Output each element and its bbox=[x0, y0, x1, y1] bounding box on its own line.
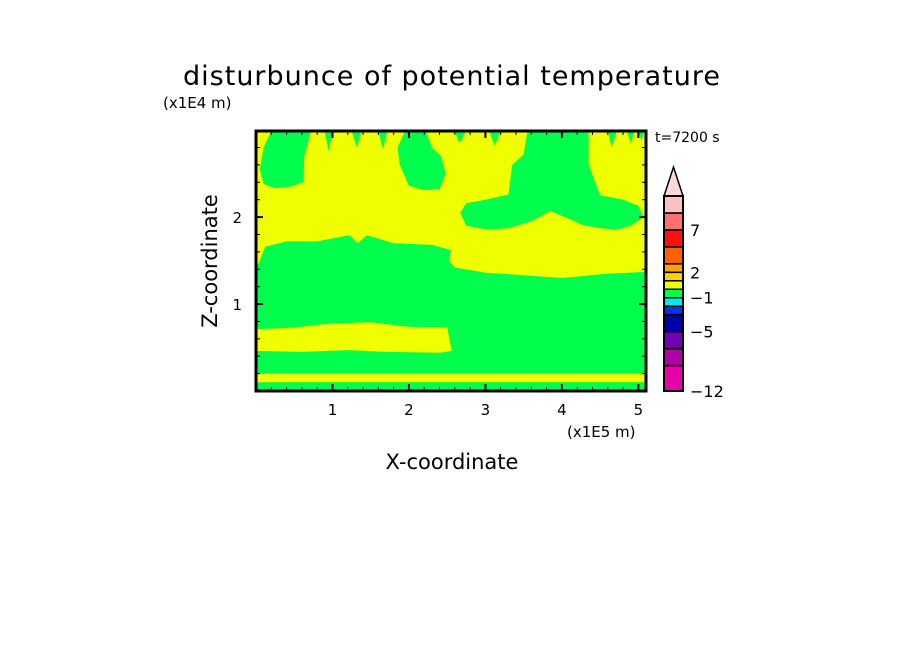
colorbar-tick-label: 2 bbox=[690, 263, 700, 282]
colorbar-segment bbox=[663, 246, 684, 265]
contour-region-bottom-green bbox=[256, 382, 646, 391]
contour-region-finger-8 bbox=[638, 131, 645, 141]
colorbar-segment bbox=[663, 347, 684, 367]
x-unit-label: (x1E5 m) bbox=[567, 423, 636, 441]
colorbar-segment bbox=[663, 296, 684, 307]
colorbar-extend-arrow bbox=[662, 164, 685, 197]
colorbar-segment bbox=[663, 229, 684, 248]
x-axis-label: X-coordinate bbox=[386, 450, 519, 474]
plot-area: 1 2 3 4 5 1 2 bbox=[232, 129, 648, 419]
contour-region-upper-right-green bbox=[460, 131, 644, 231]
y-unit-label: (x1E4 m) bbox=[163, 94, 232, 112]
x-tick-label: 4 bbox=[557, 401, 567, 419]
colorbar-segment bbox=[663, 364, 684, 392]
contour-region-finger-3 bbox=[378, 131, 388, 150]
contour-region-top-left-green bbox=[259, 131, 312, 189]
colorbar-segment bbox=[663, 212, 684, 231]
annotation-time: t=7200 s bbox=[655, 130, 720, 146]
colorbar: −12−5−127 bbox=[662, 164, 724, 401]
x-tick-label: 3 bbox=[481, 401, 491, 419]
contour-region-yellow-band-lower-left bbox=[256, 322, 452, 353]
y-axis-label: Z-coordinate bbox=[198, 194, 222, 328]
x-tick-label: 2 bbox=[404, 401, 414, 419]
colorbar-segment bbox=[663, 313, 684, 333]
colorbar-tick-label: −1 bbox=[690, 289, 714, 308]
contour-region-finger-5 bbox=[489, 131, 501, 146]
colorbar-segment bbox=[663, 305, 684, 316]
contour-region-finger-6 bbox=[607, 131, 617, 148]
colorbar-tick-label: −5 bbox=[690, 323, 714, 342]
colorbar-tick-label: −12 bbox=[690, 382, 724, 401]
contour-region-finger-1 bbox=[324, 131, 333, 152]
x-tick-label: 1 bbox=[328, 401, 338, 419]
chart-title: disturbunce of potential temperature bbox=[183, 61, 721, 92]
colorbar-segment bbox=[663, 330, 684, 350]
colorbar-segment bbox=[663, 280, 684, 291]
contour-region-finger-2 bbox=[351, 131, 362, 148]
colorbar-segment bbox=[663, 263, 684, 274]
colorbar-segment bbox=[663, 195, 684, 214]
y-tick-label: 2 bbox=[232, 209, 242, 227]
colorbar-segment bbox=[663, 288, 684, 299]
contour-region-finger-4 bbox=[454, 131, 467, 144]
colorbar-tick-label: 7 bbox=[690, 221, 700, 240]
contour-region-finger-7 bbox=[626, 131, 635, 144]
x-tick-label: 5 bbox=[634, 401, 644, 419]
y-tick-label: 1 bbox=[232, 296, 242, 314]
plot-frame bbox=[254, 129, 648, 393]
colorbar-segment bbox=[663, 271, 684, 282]
contour-region-top-middle-green bbox=[397, 131, 446, 191]
colorbar-frame bbox=[663, 195, 684, 392]
contour-region-bottom-yellow bbox=[256, 373, 646, 383]
